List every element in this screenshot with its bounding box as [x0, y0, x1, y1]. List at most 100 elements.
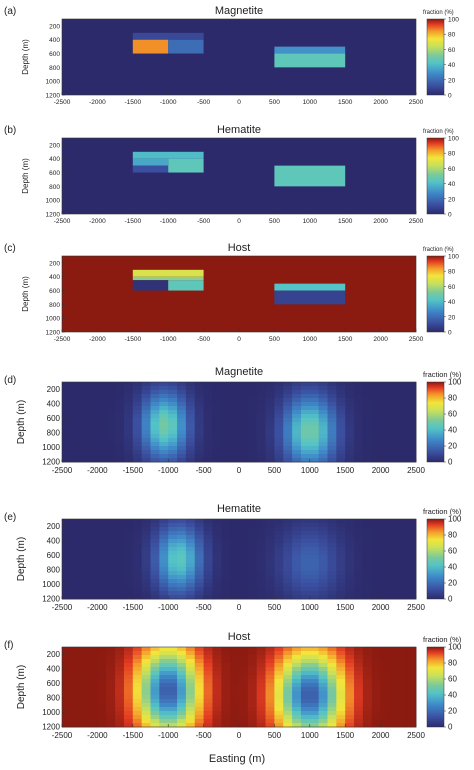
heatmap-cell: [62, 679, 72, 684]
heatmap-cell: [336, 595, 346, 600]
heatmap-cell: [407, 591, 417, 596]
heatmap-cell: [247, 587, 258, 592]
heatmap-cell: [300, 687, 311, 692]
heatmap-cell: [159, 426, 169, 431]
heatmap-cell: [159, 571, 169, 576]
heatmap-cell: [212, 671, 222, 676]
heatmap-cell: [292, 450, 302, 455]
heatmap-cell: [336, 715, 346, 720]
y-tick-label: 200: [49, 142, 60, 149]
heatmap-cell: [88, 386, 98, 391]
heatmap-cell: [168, 703, 178, 708]
heatmap-cell: [292, 527, 302, 532]
y-tick-label: 1000: [42, 708, 60, 717]
heatmap-cell: [371, 595, 381, 600]
heatmap-cell: [70, 571, 81, 576]
heatmap-cell: [398, 575, 408, 580]
heatmap-cell: [177, 571, 187, 576]
heatmap-cell: [194, 659, 204, 664]
heatmap-cell: [283, 651, 293, 656]
heatmap-cell: [79, 575, 89, 580]
heatmap-cell: [265, 675, 275, 680]
heatmap-cell: [79, 711, 89, 716]
heatmap-cell: [97, 651, 107, 656]
heatmap-cell: [380, 579, 390, 584]
heatmap-cell: [141, 551, 151, 556]
heatmap-cell: [309, 382, 320, 387]
heatmap-cell: [150, 587, 160, 592]
heatmap-cell: [212, 450, 222, 455]
heatmap-cell: [380, 583, 390, 588]
heatmap-cell: [150, 539, 160, 544]
heatmap-cell: [70, 535, 81, 540]
heatmap-cell: [407, 527, 417, 532]
heatmap-cell: [371, 675, 381, 680]
heatmap-cell: [79, 442, 89, 447]
heatmap-cell: [345, 591, 355, 596]
heatmap-cell: [221, 651, 231, 656]
heatmap-cell: [221, 647, 231, 652]
heatmap-cell: [230, 571, 240, 576]
heatmap-cell: [88, 442, 98, 447]
heatmap-cell: [70, 711, 81, 716]
heatmap-cell: [70, 723, 81, 728]
heatmap-cell: [327, 454, 337, 459]
heatmap-cell: [318, 426, 328, 431]
heatmap-cell: [283, 426, 293, 431]
heatmap-cell: [185, 551, 196, 556]
heatmap-cell: [389, 651, 399, 656]
heatmap-block: [168, 39, 204, 54]
heatmap-cell: [159, 675, 169, 680]
x-tick-label: -2000: [89, 218, 106, 225]
heatmap-cell: [292, 675, 302, 680]
heatmap-cell: [256, 458, 266, 463]
heatmap-cell: [230, 402, 240, 407]
heatmap-cell: [292, 446, 302, 451]
heatmap-cell: [300, 675, 311, 680]
heatmap-cell: [115, 583, 125, 588]
heatmap-cell: [150, 723, 160, 728]
heatmap-cell: [247, 675, 258, 680]
heatmap-cell: [336, 454, 346, 459]
heatmap-cell: [345, 675, 355, 680]
heatmap-cell: [221, 450, 231, 455]
heatmap-cell: [318, 531, 328, 536]
heatmap-cell: [106, 422, 116, 427]
heatmap-cell: [230, 715, 240, 720]
heatmap-cell: [336, 711, 346, 716]
heatmap-cell: [389, 442, 399, 447]
heatmap-cell: [256, 426, 266, 431]
heatmap-cell: [97, 402, 107, 407]
heatmap-cell: [274, 559, 284, 564]
heatmap-cell: [256, 531, 266, 536]
colorbar-tick-label: 100: [448, 515, 462, 524]
heatmap-cell: [239, 394, 249, 399]
heatmap-cell: [150, 543, 160, 548]
heatmap-cell: [256, 446, 266, 451]
heatmap-cell: [362, 579, 373, 584]
heatmap-cell: [247, 446, 258, 451]
heatmap-cell: [132, 691, 143, 696]
heatmap-cell: [292, 434, 302, 439]
colorbar-tick-label: 0: [448, 93, 452, 100]
heatmap-cell: [256, 450, 266, 455]
heatmap-cell: [62, 719, 72, 724]
heatmap-cell: [407, 703, 417, 708]
heatmap-cell: [62, 675, 72, 680]
heatmap-cell: [203, 699, 213, 704]
heatmap-cell: [309, 394, 320, 399]
heatmap-cell: [345, 442, 355, 447]
heatmap-cell: [345, 707, 355, 712]
heatmap-cell: [398, 410, 408, 415]
heatmap-cell: [97, 438, 107, 443]
heatmap-cell: [123, 659, 134, 664]
heatmap-cell: [345, 382, 355, 387]
heatmap-cell: [159, 454, 169, 459]
heatmap-cell: [203, 555, 213, 560]
heatmap-cell: [283, 703, 293, 708]
panel-title: Hematite: [217, 503, 261, 515]
heatmap-cell: [371, 563, 381, 568]
heatmap-cell: [88, 430, 98, 435]
heatmap-cell: [194, 398, 204, 403]
heatmap-cell: [389, 579, 399, 584]
